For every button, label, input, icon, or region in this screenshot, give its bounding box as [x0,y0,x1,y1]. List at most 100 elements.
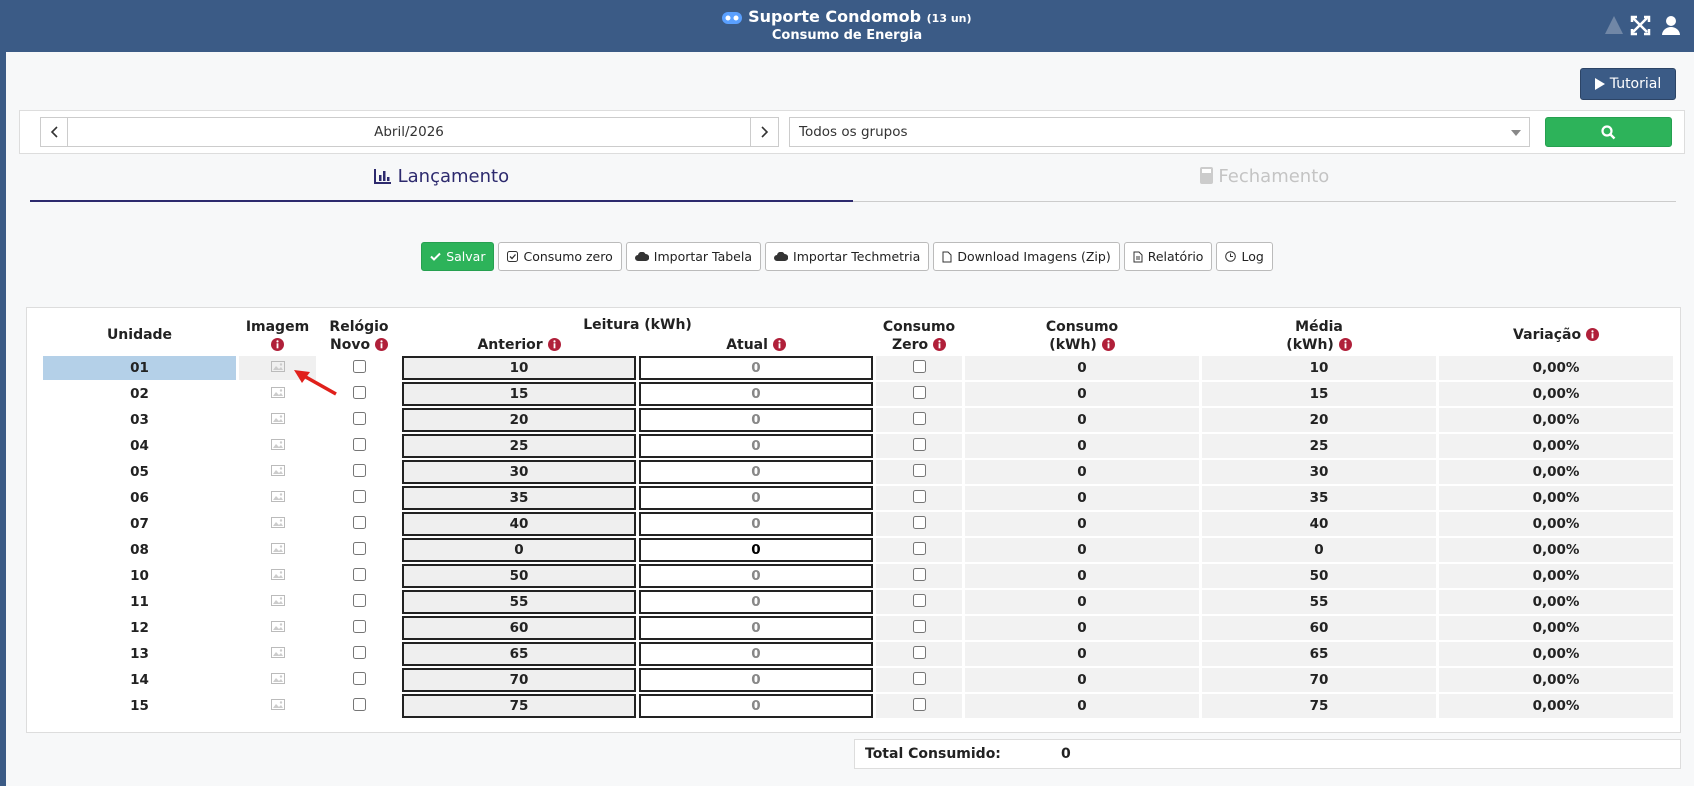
cell-variation: 0,00% [1439,590,1673,614]
checkbox[interactable] [352,619,366,633]
cell-current[interactable]: 0 [639,590,873,614]
checkbox[interactable] [912,671,926,685]
image-icon[interactable] [270,699,285,710]
period-field[interactable]: Abril/2026 [67,117,751,147]
header-icons[interactable] [1604,14,1682,36]
toolbar-button[interactable]: Consumo zero [498,242,622,271]
cell-average: 35 [1202,486,1436,510]
checkbox[interactable] [352,671,366,685]
cell-average: 15 [1202,382,1436,406]
cell-consumption: 0 [965,486,1199,510]
total-box: Total Consumido: 0 [854,739,1681,769]
cell-zero [876,538,962,562]
tab-inactive[interactable]: Fechamento [853,166,1676,202]
cell-image [239,642,316,666]
cell-consumption: 0 [965,538,1199,562]
image-icon[interactable] [270,361,285,372]
image-icon[interactable] [270,621,285,632]
next-button[interactable] [750,117,779,147]
checkbox[interactable] [912,385,926,399]
image-icon[interactable] [270,647,285,658]
cell-current[interactable]: 0 [639,512,873,536]
cell-current[interactable]: 0 [639,486,873,510]
checkbox[interactable] [912,437,926,451]
checkbox[interactable] [912,645,926,659]
checkbox[interactable] [352,489,366,503]
cell-zero [876,590,962,614]
cell-current[interactable]: 0 [639,642,873,666]
checkbox[interactable] [352,463,366,477]
image-icon[interactable] [270,569,285,580]
checkbox[interactable] [352,359,366,373]
checkbox[interactable] [352,567,366,581]
tutorial-button[interactable]: Tutorial [1580,68,1676,100]
cell-current[interactable]: 0 [639,616,873,640]
cell-current[interactable]: 0 [639,694,873,718]
checkbox[interactable] [912,489,926,503]
group-select[interactable]: Todos os grupos [789,117,1530,147]
table-body: 01 10 0 0 10 0,00% 02 15 0 0 15 0,00% 03 20 0 0 20 0,00% 0… [43,356,1673,718]
checkbox[interactable] [352,515,366,529]
checkbox[interactable] [352,593,366,607]
image-icon[interactable] [270,595,285,606]
checkbox[interactable] [352,411,366,425]
checkbox[interactable] [352,385,366,399]
cell-previous: 40 [402,512,636,536]
cell-average: 55 [1202,590,1436,614]
cell-image [239,512,316,536]
table-row: 10 50 0 0 50 0,00% [43,564,1673,588]
checkbox[interactable] [912,697,926,711]
checkbox[interactable] [912,567,926,581]
checkbox[interactable] [912,541,926,555]
table-row: 04 25 0 0 25 0,00% [43,434,1673,458]
toolbar-button[interactable]: Salvar [421,242,495,271]
tab-active[interactable]: Lançamento [30,166,853,202]
image-icon[interactable] [270,465,285,476]
info-icon [547,338,561,351]
cell-current[interactable]: 0 [639,668,873,692]
total-label: Total Consumido: [865,746,1001,762]
image-icon[interactable] [270,673,285,684]
cell-unit: 10 [43,564,236,588]
checkbox[interactable] [352,437,366,451]
image-icon[interactable] [270,491,285,502]
toolbar-button[interactable]: Relatório [1123,242,1213,271]
cell-previous: 10 [402,356,636,380]
image-icon[interactable] [270,439,285,450]
cell-current[interactable]: 0 [639,434,873,458]
cell-zero [876,356,962,380]
cell-current[interactable]: 0 [639,460,873,484]
tutorial-label: Tutorial [1609,76,1662,92]
checkbox[interactable] [352,541,366,555]
toolbar-button[interactable]: Importar Tabela [625,242,762,271]
checkbox[interactable] [912,619,926,633]
checkbox[interactable] [912,515,926,529]
toolbar-button[interactable]: Log [1216,242,1273,271]
th-reading: Leitura (kWh) [583,317,692,333]
search-button[interactable] [1545,117,1672,147]
checkbox[interactable] [912,411,926,425]
top-bar: Suporte Condomob (13 un) Consumo de Ener… [0,0,1694,52]
toolbar-button[interactable]: Download Imagens (Zip) [933,242,1120,271]
checkbox[interactable] [912,463,926,477]
image-icon[interactable] [270,517,285,528]
th-text: Média (kWh) [1286,319,1343,353]
prev-button[interactable] [40,117,68,147]
cell-current[interactable]: 0 [639,564,873,588]
sidebar-edge [0,52,6,786]
cell-current[interactable]: 0 [639,356,873,380]
cell-current[interactable]: 0 [639,538,873,562]
image-icon[interactable] [270,387,285,398]
cell-average: 50 [1202,564,1436,588]
cell-new-meter [319,642,399,666]
checkbox[interactable] [912,593,926,607]
cell-current[interactable]: 0 [639,382,873,406]
checkbox[interactable] [912,359,926,373]
image-icon[interactable] [270,543,285,554]
cell-current[interactable]: 0 [639,408,873,432]
toolbar-button[interactable]: Importar Techmetria [765,242,930,271]
checkbox[interactable] [352,645,366,659]
image-icon[interactable] [270,413,285,424]
th-text: Consumo Zero [882,319,956,353]
checkbox[interactable] [352,697,366,711]
